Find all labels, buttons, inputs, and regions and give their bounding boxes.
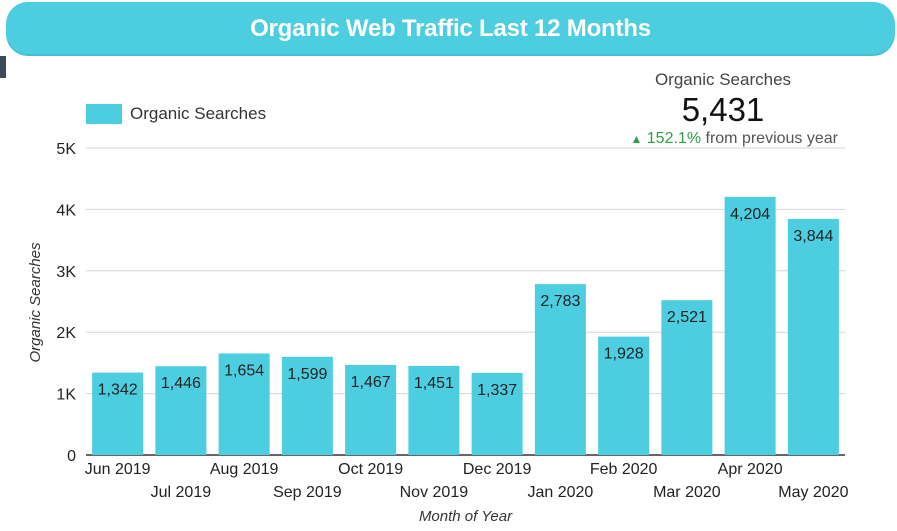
x-tick-label: Nov 2019 xyxy=(400,484,469,501)
bar xyxy=(598,336,650,455)
bar-data-label: 1,928 xyxy=(604,346,644,363)
bar-data-label: 2,521 xyxy=(667,309,707,326)
left-accent-bar xyxy=(0,56,6,78)
bar xyxy=(661,300,713,455)
scorecard-delta: ▲ 152.1% from previous year xyxy=(600,130,846,148)
x-tick-label: Jan 2020 xyxy=(527,484,593,501)
bar-data-label: 1,337 xyxy=(477,382,517,399)
x-tick-label: Jun 2019 xyxy=(85,461,151,478)
bar xyxy=(787,218,839,455)
bar xyxy=(281,356,333,455)
bar xyxy=(345,364,397,455)
y-tick-label: 4K xyxy=(56,202,76,219)
x-tick-label: Mar 2020 xyxy=(653,484,721,501)
bar xyxy=(92,372,144,455)
y-tick-label: 5K xyxy=(56,141,76,158)
scorecard-label: Organic Searches xyxy=(654,70,792,89)
y-tick-label: 3K xyxy=(56,264,76,281)
x-tick-label: Apr 2020 xyxy=(718,461,783,478)
y-tick-label: 2K xyxy=(56,325,76,342)
bar xyxy=(218,353,270,455)
bar-data-label: 1,451 xyxy=(414,375,454,392)
legend-label: Organic Searches xyxy=(130,104,267,123)
bar xyxy=(534,284,586,455)
bar xyxy=(724,196,776,456)
x-axis-title: Month of Year xyxy=(419,508,513,525)
scorecard: Organic Searches 5,431 ▲ 152.1% from pre… xyxy=(600,70,846,148)
bar-data-label: 1,342 xyxy=(98,382,138,399)
chart-header: Organic Web Traffic Last 12 Months xyxy=(6,2,895,56)
y-tick-label: 0 xyxy=(67,448,76,465)
bar xyxy=(471,372,523,455)
chart-title: Organic Web Traffic Last 12 Months xyxy=(250,15,651,42)
scorecard-value: 5,431 xyxy=(681,91,765,128)
delta-percent: 152.1% xyxy=(646,130,702,147)
bar-data-label: 2,783 xyxy=(540,293,580,310)
bar-data-label: 1,446 xyxy=(161,375,201,392)
x-tick-label: Jul 2019 xyxy=(151,484,212,501)
y-tick-label: 1K xyxy=(56,387,76,404)
x-tick-label: Oct 2019 xyxy=(338,461,403,478)
legend-swatch xyxy=(86,104,122,124)
bar-data-label: 3,844 xyxy=(793,228,833,245)
bar xyxy=(155,366,207,455)
legend: Organic Searches xyxy=(86,104,266,124)
delta-text: from previous year xyxy=(705,130,839,147)
x-tick-label: May 2020 xyxy=(778,484,848,501)
x-tick-label: Aug 2019 xyxy=(210,461,279,478)
x-tick-label: Sep 2019 xyxy=(273,484,342,501)
bar xyxy=(408,365,460,455)
bar-data-label: 1,467 xyxy=(351,374,391,391)
x-tick-label: Dec 2019 xyxy=(463,461,532,478)
bar-data-label: 4,204 xyxy=(730,206,770,223)
arrow-up-icon: ▲ xyxy=(630,132,643,146)
bar-data-label: 1,599 xyxy=(287,366,327,383)
bar-data-label: 1,654 xyxy=(224,362,264,379)
y-axis-title: Organic Searches xyxy=(27,242,44,363)
x-tick-label: Feb 2020 xyxy=(590,461,658,478)
